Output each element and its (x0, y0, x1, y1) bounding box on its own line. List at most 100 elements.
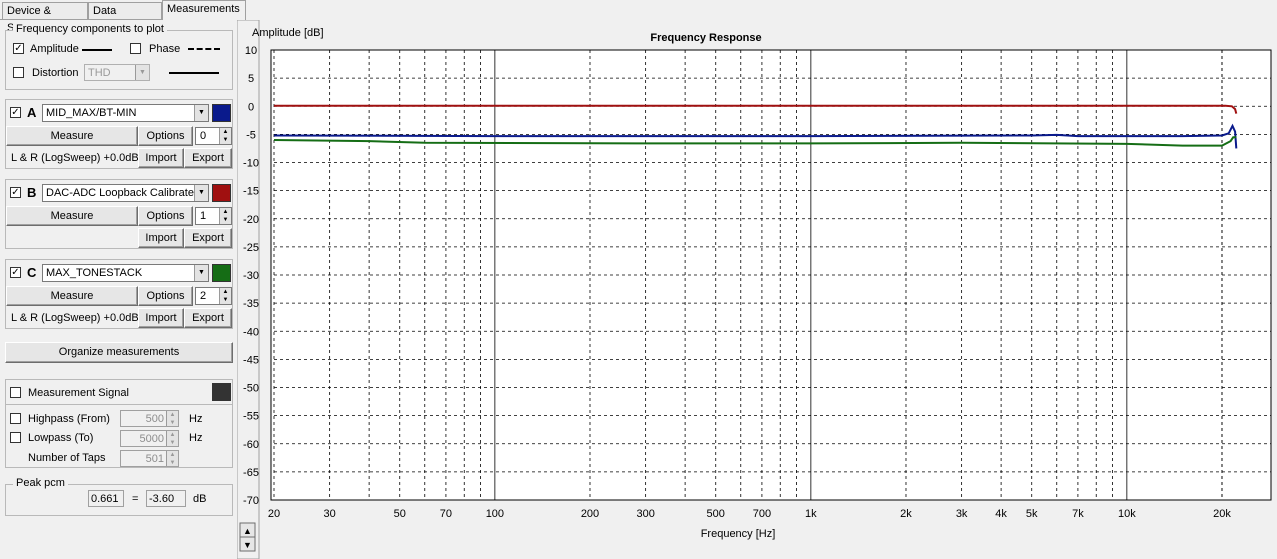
frequency-response-chart[interactable]: ▲ ▼ 1050-5-10-15-20-25-30-35-40-45-50-55… (237, 20, 1277, 559)
slot-b-checkbox[interactable]: ✓ (10, 187, 21, 198)
chart-series (273, 104, 1238, 149)
slot-a-checkbox[interactable]: ✓ (10, 107, 21, 118)
y-tick-label: -40 (243, 326, 259, 338)
chevron-down-icon: ▼ (135, 65, 149, 80)
measurement-signal-divider (6, 404, 232, 405)
y-tick-label: -15 (243, 186, 259, 198)
tab-device-signal[interactable]: Device & Signal (2, 2, 88, 34)
slot-c-options-button[interactable]: Options (138, 286, 193, 306)
slot-b-group: ✓ B DAC-ADC Loopback Calibrated ▼ Measur… (5, 179, 233, 249)
taps-input[interactable]: 501 ▲ ▼ (120, 450, 179, 467)
y-tick-label: -35 (243, 298, 259, 310)
series-line-2 (273, 136, 1237, 147)
peak-db-value: -3.60 (149, 493, 175, 505)
slot-c-import-button[interactable]: Import (138, 308, 184, 328)
measurement-signal-group: Measurement Signal Highpass (From) 500 ▲… (5, 379, 233, 468)
spinner-arrows-icon[interactable]: ▲ ▼ (166, 451, 178, 466)
vertical-scroll-track[interactable] (237, 20, 260, 559)
highpass-value: 500 (145, 413, 164, 425)
highpass-unit: Hz (189, 413, 203, 425)
slot-c-letter: C (27, 265, 37, 280)
slot-c-export-button[interactable]: Export (184, 308, 232, 328)
slot-a-measure-button[interactable]: Measure (6, 126, 138, 146)
slot-c-measure-button[interactable]: Measure (6, 286, 138, 306)
distortion-checkbox[interactable] (13, 67, 24, 78)
chevron-down-icon: ▼ (194, 265, 208, 281)
chevron-down-icon: ▼ (194, 185, 208, 201)
y-tick-label: -10 (243, 158, 259, 170)
x-axis-label: Frequency [Hz] (701, 528, 776, 540)
distortion-type-value: THD (88, 67, 111, 79)
scroll-up-icon: ▲ (243, 526, 252, 536)
slot-c-measurement-select[interactable]: MAX_TONESTACK ▼ (42, 264, 209, 282)
slot-b-options-button[interactable]: Options (138, 206, 193, 226)
chart-grid (273, 49, 1271, 501)
amplitude-label: Amplitude (30, 43, 79, 55)
measurement-signal-color-swatch[interactable] (212, 383, 231, 401)
slot-a-import-button[interactable]: Import (138, 148, 184, 168)
series-line-0 (274, 104, 1238, 114)
y-tick-label: -45 (243, 354, 259, 366)
slot-b-measure-button[interactable]: Measure (6, 206, 138, 226)
phase-checkbox[interactable] (130, 43, 141, 54)
slot-b-import-button[interactable]: Import (138, 228, 184, 248)
chart-title: Frequency Response (650, 32, 761, 44)
slot-a-info: L & R (LogSweep) +0.0dB (11, 152, 139, 164)
slot-a-measurement-select[interactable]: MID_MAX/BT-MIN ▼ (42, 104, 209, 122)
highpass-checkbox[interactable] (10, 413, 21, 424)
slot-a-color-swatch[interactable] (212, 104, 231, 122)
phase-line-style (188, 48, 220, 50)
slot-b-export-button[interactable]: Export (184, 228, 232, 248)
lowpass-checkbox[interactable] (10, 432, 21, 443)
x-tick-label: 4k (995, 508, 1007, 520)
slot-b-spinner[interactable]: 1 ▲ ▼ (195, 207, 232, 225)
x-tick-label: 20k (1213, 508, 1231, 520)
chevron-down-icon: ▼ (194, 105, 208, 121)
amplitude-line-style (82, 49, 112, 51)
amplitude-checkbox[interactable]: ✓ (13, 43, 24, 54)
spinner-arrows-icon[interactable]: ▲ ▼ (166, 411, 178, 426)
spinner-arrows-icon[interactable]: ▲ ▼ (219, 208, 231, 224)
highpass-input[interactable]: 500 ▲ ▼ (120, 410, 179, 427)
scroll-down-icon: ▼ (243, 540, 252, 550)
frequency-components-group: Frequency components to plot ✓ Amplitude… (5, 23, 233, 90)
slot-a-options-button[interactable]: Options (138, 126, 193, 146)
slot-b-color-swatch[interactable] (212, 184, 231, 202)
slot-c-spinner-value: 2 (200, 290, 207, 302)
y-tick-label: -55 (243, 411, 259, 423)
x-tick-labels: 20 30 50 70 100 200 300 500 700 1k 2k 3k 4k 5k 7k 10k 20… (268, 508, 1231, 520)
measurement-signal-checkbox[interactable] (10, 387, 21, 398)
lowpass-input[interactable]: 5000 ▲ ▼ (120, 430, 179, 447)
tab-data-analysis[interactable]: Data analysis (88, 2, 162, 34)
peak-db-unit: dB (193, 493, 207, 505)
slot-c-info: L & R (LogSweep) +0.0dB (11, 312, 139, 324)
y-tick-label: -30 (243, 270, 259, 282)
slot-a-spinner[interactable]: 0 ▲ ▼ (195, 127, 232, 145)
distortion-label: Distortion (32, 67, 79, 79)
slot-b-measurement-select[interactable]: DAC-ADC Loopback Calibrated ▼ (42, 184, 209, 202)
peak-db-value-field: -3.60 (146, 490, 186, 507)
scroll-down-button[interactable] (239, 536, 256, 552)
spinner-arrows-icon[interactable]: ▲ ▼ (166, 431, 178, 446)
y-tick-label: -70 (243, 495, 259, 507)
spinner-arrows-icon[interactable]: ▲ ▼ (219, 288, 231, 304)
slot-c-color-swatch[interactable] (212, 264, 231, 282)
slot-a-export-button[interactable]: Export (184, 148, 232, 168)
distortion-type-select[interactable]: THD ▼ (84, 64, 150, 81)
spinner-arrows-icon[interactable]: ▲ ▼ (219, 128, 231, 144)
slot-c-checkbox[interactable]: ✓ (10, 267, 21, 278)
y-tick-label: -50 (243, 383, 259, 395)
slot-a-group: ✓ A MID_MAX/BT-MIN ▼ Measure Options 0 ▲… (5, 99, 233, 169)
tab-measurements[interactable]: Measurements (162, 0, 246, 20)
slot-b-letter: B (27, 185, 37, 200)
y-tick-label: -20 (243, 214, 259, 226)
y-tick-label: -60 (243, 439, 259, 451)
y-tick-label: 5 (248, 73, 254, 85)
x-tick-label: 70 (440, 508, 452, 520)
x-tick-label: 7k (1072, 508, 1084, 520)
organize-measurements-button[interactable]: Organize measurements (5, 342, 233, 363)
x-tick-label: 20 (268, 508, 280, 520)
slot-c-spinner[interactable]: 2 ▲ ▼ (195, 287, 232, 305)
y-tick-labels: 10 5 0 -5 -10 -15 -20 -25 -30 -35 -40 -45 -50 -55 -60 -… (243, 45, 259, 507)
x-tick-label: 200 (581, 508, 599, 520)
